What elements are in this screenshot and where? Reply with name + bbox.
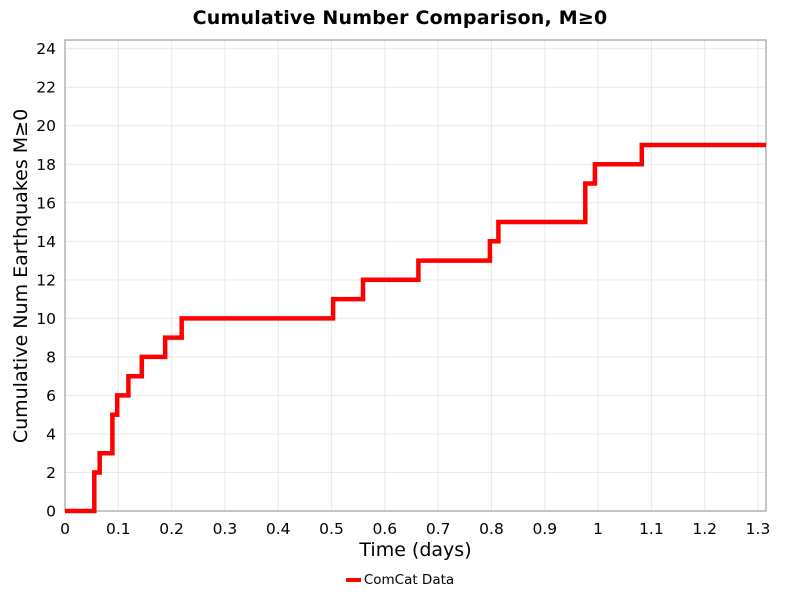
y-tick-label: 4 [46, 425, 56, 443]
x-tick-label: 0.9 [532, 520, 557, 538]
legend-line-swatch [345, 577, 361, 583]
y-tick-label: 6 [46, 387, 56, 405]
x-tick-label: 0.2 [159, 520, 184, 538]
step-line-chart-canvas: 0 0.1 0.2 0.3 0.4 0.5 0.6 0.7 0.8 0.9 1 1.1 1.2 1.3 0 2… [36, 39, 771, 538]
chart-title: Cumulative Number Comparison, M≥0 [192, 7, 608, 29]
series-line-comcat-data [65, 142, 766, 514]
x-tick-label: 0.3 [213, 520, 238, 538]
y-tick-label: 22 [36, 79, 56, 97]
legend-label: ComCat Data [363, 572, 455, 588]
x-tick-label: 1.2 [692, 520, 717, 538]
y-tick-label: 20 [36, 117, 56, 135]
x-tick-label: 0.8 [479, 520, 504, 538]
x-tick-label: 1 [593, 520, 603, 538]
y-tick-label: 8 [46, 348, 56, 366]
x-tick-label: 0.1 [106, 520, 131, 538]
y-tick-label: 10 [36, 310, 56, 328]
y-tick-label: 2 [46, 464, 56, 482]
y-axis-label: Cumulative Num Earthquakes M≥0 [10, 108, 32, 444]
x-tick-label: 0.7 [426, 520, 451, 538]
y-tick-label: 18 [36, 156, 56, 174]
x-tick-label: 0.5 [319, 520, 344, 538]
legend: ComCat Data [0, 572, 800, 588]
y-tick-label: 14 [36, 233, 56, 251]
x-axis-label: Time (days) [359, 539, 472, 561]
x-tick-label: 1.1 [639, 520, 664, 538]
x-tick-label: 0 [60, 520, 70, 538]
y-tick-label: 16 [36, 194, 56, 212]
x-tick-label: 0.6 [372, 520, 397, 538]
y-tick-label: 0 [46, 503, 56, 521]
y-tick-label: 24 [36, 40, 56, 58]
x-tick-label: 0.4 [266, 520, 291, 538]
x-tick-label: 1.3 [746, 520, 771, 538]
plot-border [64, 39, 767, 512]
y-tick-label: 12 [36, 271, 56, 289]
